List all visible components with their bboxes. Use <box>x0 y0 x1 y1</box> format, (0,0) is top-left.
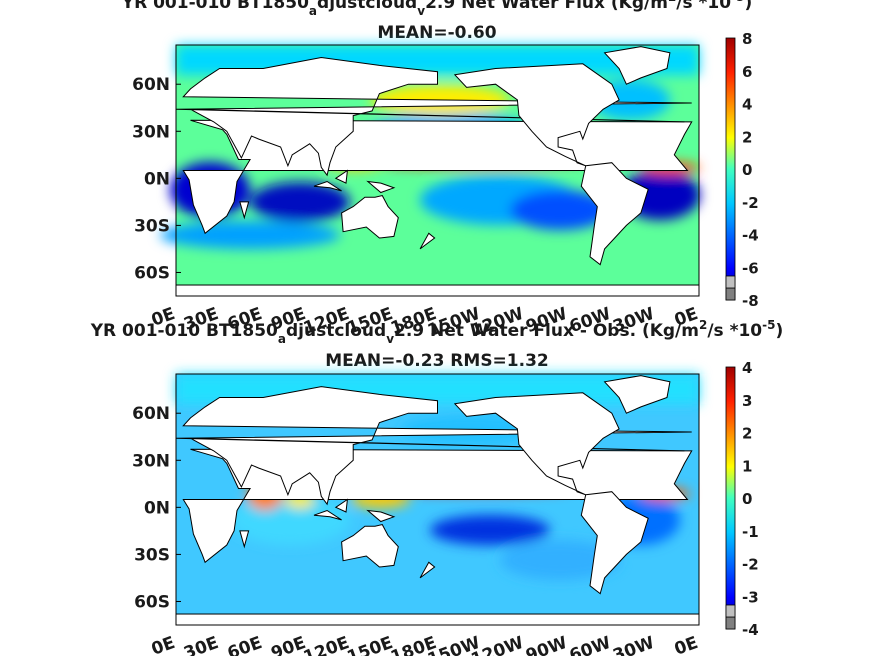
land-mass <box>334 169 349 184</box>
panel1-title: YR 001-010 BT1850adjustcloudv2.9 Net Wat… <box>121 0 752 18</box>
land-antarctica <box>175 613 700 626</box>
land-mass <box>366 509 396 523</box>
y-tick-label: 0N <box>144 498 170 518</box>
colorbar-tick-label: -3 <box>742 588 759 606</box>
x-tick-label: 60W <box>567 633 614 656</box>
land-mass <box>239 530 250 549</box>
y-tick-label: 0N <box>144 169 170 189</box>
land-mass <box>419 232 436 250</box>
land-mass <box>313 180 342 192</box>
x-tick-label: 30E <box>181 633 221 656</box>
colorbar-tick-label: -4 <box>742 621 759 639</box>
y-tick-label: 60N <box>132 75 170 95</box>
colorbar-undershoot <box>725 616 736 630</box>
x-tick-label: 90W <box>523 633 570 656</box>
land-mass <box>603 375 671 414</box>
land-mass <box>366 180 396 194</box>
panel2-subtitle: MEAN=-0.23 RMS=1.32 <box>325 351 549 371</box>
y-tick-label: 60N <box>132 404 170 424</box>
land-mass <box>580 491 649 595</box>
colorbar-lowest <box>725 604 736 618</box>
panel1-frame <box>175 44 700 297</box>
x-tick-label: 30W <box>610 633 657 656</box>
x-tick-label: 60E <box>225 633 265 656</box>
colorbar-tick-label: 2 <box>742 425 752 443</box>
land-antarctica <box>175 284 700 297</box>
y-tick-label: 30S <box>134 545 170 565</box>
land-mass <box>453 63 620 167</box>
colorbar-tick-label: 1 <box>742 457 752 475</box>
colorbar-tick-label: 6 <box>742 63 752 81</box>
y-tick-label: 30N <box>132 451 170 471</box>
x-tick-label: 0E <box>672 633 701 656</box>
land-mass <box>239 201 250 220</box>
land-mass <box>580 162 649 266</box>
x-tick-label: 120E <box>301 633 352 656</box>
colorbar-tick-label: 4 <box>742 359 752 377</box>
x-tick-label: 150E <box>345 633 396 656</box>
land-mass <box>453 392 620 496</box>
land-mass <box>313 509 342 521</box>
panel2-title: YR 001-010 BT1850adjustcloudv2.9 Net Wat… <box>90 318 784 346</box>
colorbar-tick-label: 0 <box>742 161 752 179</box>
panel2-land <box>175 375 700 626</box>
colorbar-tick-label: -4 <box>742 227 759 245</box>
panel2-frame <box>175 373 700 626</box>
colorbar-tick-label: 8 <box>742 30 752 48</box>
panel1-subtitle: MEAN=-0.60 <box>377 23 496 43</box>
colorbar-tick-label: 2 <box>742 128 752 146</box>
colorbar-tick-label: 4 <box>742 96 752 114</box>
land-mass <box>341 195 399 239</box>
y-tick-label: 30N <box>132 122 170 142</box>
land-mass <box>341 524 399 568</box>
panel2-colorbar <box>725 366 736 630</box>
colorbar-tick-label: 0 <box>742 490 752 508</box>
y-tick-label: 30S <box>134 216 170 236</box>
land-mass <box>603 46 671 85</box>
colorbar-tick-label: -8 <box>742 292 759 310</box>
land-mass <box>175 386 692 506</box>
colorbar-tick-label: -1 <box>742 523 759 541</box>
colorbar-lowest <box>725 275 736 289</box>
y-tick-label: 60S <box>134 263 170 283</box>
land-mass <box>334 498 349 513</box>
colorbar-tick-label: -2 <box>742 556 759 574</box>
y-tick-label: 60S <box>134 592 170 612</box>
x-tick-label: 0E <box>149 633 178 656</box>
land-mass <box>419 561 436 579</box>
colorbar-undershoot <box>725 287 736 301</box>
panel1-colorbar <box>725 37 736 301</box>
colorbar-tick-label: -6 <box>742 259 759 277</box>
colorbar-tick-label: 3 <box>742 392 752 410</box>
colorbar-tick-label: -2 <box>742 194 759 212</box>
land-mass <box>175 56 692 177</box>
